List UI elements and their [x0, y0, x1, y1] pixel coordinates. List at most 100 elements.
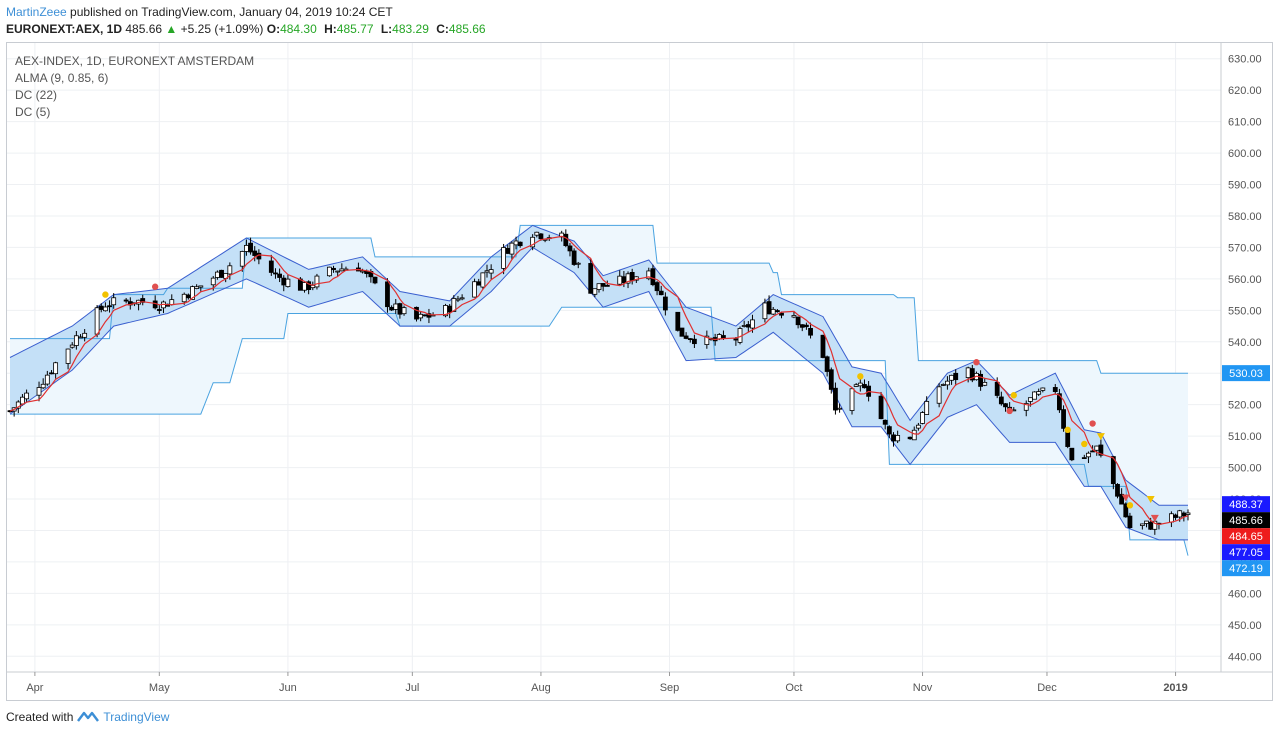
- candle: [1110, 455, 1116, 490]
- candle-body: [107, 305, 112, 308]
- time-tick-Apr: Apr: [26, 682, 43, 694]
- candle: [414, 306, 419, 322]
- candle-body: [252, 250, 258, 256]
- candle-body: [1086, 452, 1091, 458]
- time-axis[interactable]: Apr May Jun Jul Aug Sep Oct Nov Dec 2019: [7, 671, 1272, 694]
- candle-body: [965, 367, 971, 379]
- price-tick-590: 590.00: [1228, 180, 1262, 192]
- candle: [1127, 512, 1133, 529]
- candle: [945, 376, 950, 390]
- candle-body: [227, 265, 233, 275]
- candle-body: [799, 324, 805, 328]
- time-tick-Aug: Aug: [531, 682, 551, 694]
- legend-alma[interactable]: ALMA (9, 0.85, 6): [15, 71, 109, 85]
- signal-dot: [102, 291, 109, 298]
- candle: [692, 334, 697, 349]
- price-label: 488.37: [1222, 496, 1270, 513]
- candle-body: [745, 324, 751, 328]
- legend-dc5[interactable]: DC (5): [15, 105, 51, 119]
- candle-body: [49, 372, 54, 375]
- candle: [808, 322, 813, 339]
- price-label-bg: [1222, 512, 1270, 529]
- candle: [443, 303, 448, 318]
- candle: [662, 292, 668, 316]
- candle: [401, 305, 407, 316]
- candle-body: [1110, 456, 1116, 485]
- candle: [140, 294, 146, 306]
- candle: [501, 243, 506, 275]
- price-label: 484.65: [1222, 528, 1270, 545]
- candle-body: [418, 313, 424, 319]
- candle-body: [331, 267, 336, 271]
- candle-body: [733, 338, 739, 341]
- price-tick-460: 460.00: [1228, 588, 1262, 600]
- candle: [1057, 388, 1062, 413]
- price-label-text: 472.19: [1229, 563, 1263, 575]
- candle-body: [73, 335, 79, 346]
- candle-body: [268, 260, 274, 273]
- legend-dc22[interactable]: DC (22): [15, 88, 58, 102]
- candle-body: [978, 373, 984, 387]
- dc5-lower: [9, 246, 1188, 541]
- price-label-text: 530.03: [1229, 368, 1263, 380]
- candle-body: [998, 396, 1004, 405]
- candle: [472, 278, 477, 298]
- candle: [36, 381, 42, 402]
- signal-triangle: [1146, 496, 1155, 504]
- price-change: +5.25 (+1.09%): [180, 22, 264, 36]
- candle-body: [538, 233, 544, 240]
- candle: [886, 425, 892, 438]
- price-tick-440: 440.00: [1228, 651, 1262, 663]
- price-labels: 530.03 488.37 485.66 484.65 477.05 472.19: [1222, 365, 1270, 577]
- candle-body: [563, 233, 569, 247]
- signal-dot: [1064, 426, 1071, 434]
- candle: [1052, 384, 1058, 395]
- chart-legend: AEX-INDEX, 1D, EURONEXT AMSTERDAM ALMA (…: [15, 53, 254, 121]
- price-label-text: 488.37: [1229, 499, 1263, 511]
- chart-frame[interactable]: [6, 42, 1273, 701]
- dc5-fill: [10, 225, 1188, 540]
- candle: [936, 383, 942, 408]
- grid: [7, 43, 1221, 672]
- candle: [107, 300, 112, 313]
- candle-body: [824, 356, 830, 372]
- up-arrow-icon: ▲: [165, 22, 178, 36]
- candle: [480, 272, 486, 289]
- candle-body: [335, 270, 341, 273]
- candle: [592, 288, 598, 298]
- candle-body: [762, 302, 768, 320]
- candle: [824, 355, 830, 377]
- tradingview-link[interactable]: TradingView: [103, 710, 170, 724]
- candle-body: [886, 426, 892, 435]
- candle-body: [1081, 457, 1087, 460]
- symbol-name: EURONEXT:AEX, 1D: [6, 22, 123, 36]
- signal-dot: [973, 359, 980, 366]
- author-link[interactable]: MartinZeee: [6, 5, 67, 19]
- candle: [194, 284, 200, 290]
- alma-line: [9, 235, 1189, 526]
- last-price: 485.66: [125, 22, 163, 36]
- price-label-bg: [1222, 528, 1270, 545]
- candle-body: [123, 299, 129, 302]
- candle-body: [779, 312, 784, 316]
- candle: [1086, 451, 1091, 464]
- candle-body: [1098, 444, 1104, 456]
- candle-body: [1023, 403, 1029, 411]
- candle-body: [239, 251, 245, 267]
- candle: [422, 314, 428, 317]
- candle: [1061, 405, 1066, 432]
- candle-body: [53, 362, 59, 375]
- candle: [335, 270, 341, 277]
- open-value: 484.30: [280, 22, 317, 36]
- candle-body: [907, 436, 913, 440]
- price-label-text: 484.65: [1229, 531, 1263, 543]
- candle: [285, 274, 291, 288]
- candle-body: [244, 244, 249, 252]
- candle: [704, 330, 710, 349]
- candle: [198, 285, 204, 292]
- price-axis[interactable]: 440.00450.00460.00470.00480.00490.00500.…: [1220, 42, 1262, 672]
- candle-body: [414, 306, 419, 320]
- candle: [517, 241, 523, 248]
- candle-body: [248, 242, 253, 253]
